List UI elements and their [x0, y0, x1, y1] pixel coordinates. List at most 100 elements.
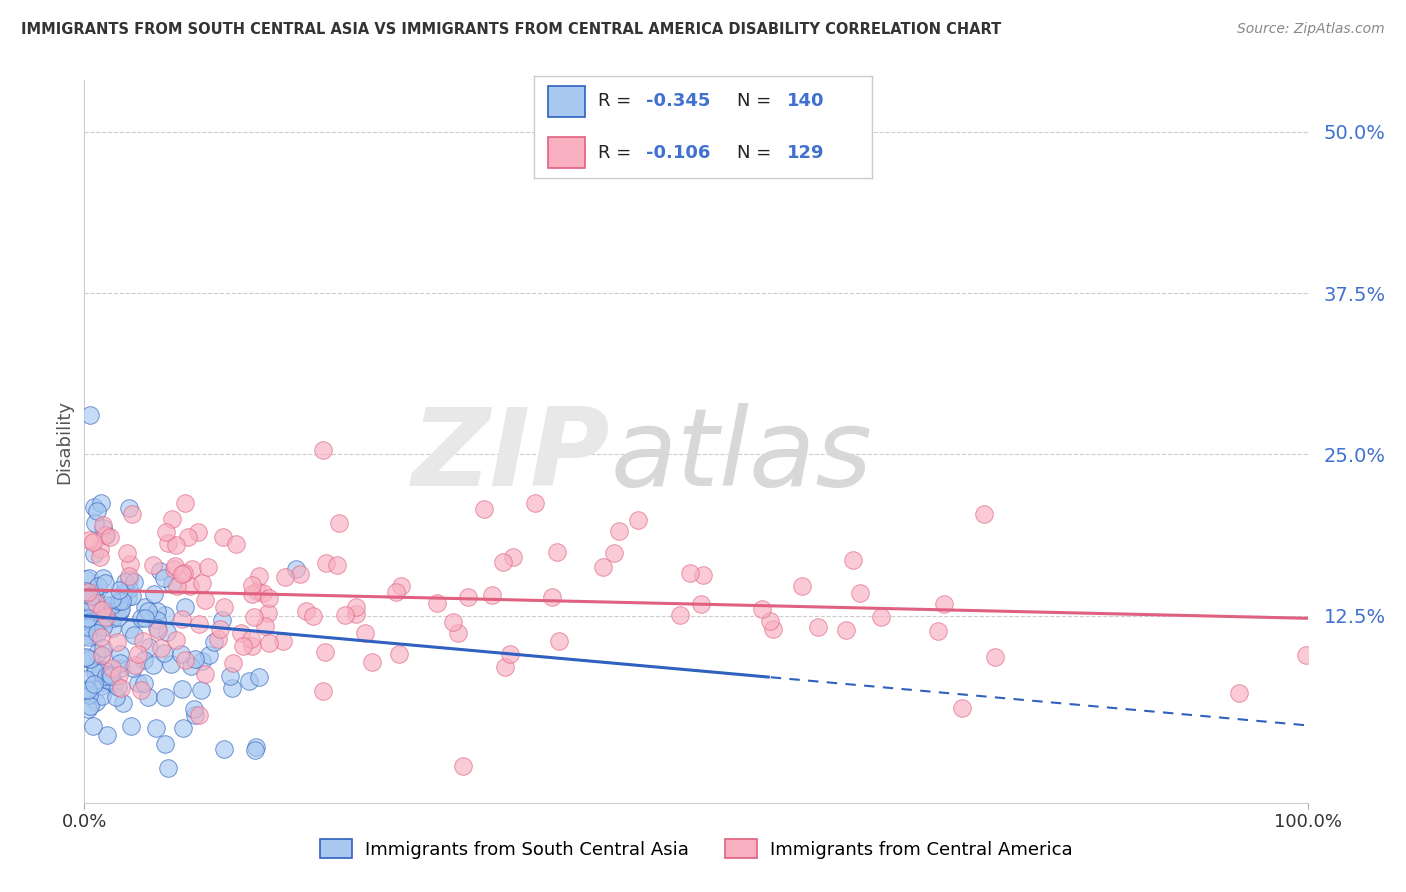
Point — [120, 557, 142, 571]
Point — [257, 606, 280, 620]
Point — [118, 582, 141, 596]
Point — [134, 611, 156, 625]
Point — [79, 408, 101, 422]
Point — [441, 615, 464, 630]
Point — [159, 657, 181, 671]
Point — [160, 577, 183, 591]
Point — [198, 648, 221, 662]
Point — [142, 657, 165, 672]
Point — [983, 650, 1005, 665]
Point — [110, 604, 132, 618]
Point — [170, 612, 193, 626]
Point — [77, 572, 100, 586]
Point — [79, 698, 101, 713]
Point — [83, 582, 105, 597]
Point — [121, 507, 143, 521]
Point — [117, 590, 139, 604]
Point — [142, 558, 165, 573]
Point — [80, 616, 103, 631]
Point — [388, 647, 411, 661]
Point — [89, 542, 111, 557]
Point — [120, 622, 142, 636]
Point — [124, 658, 146, 673]
Point — [312, 443, 335, 458]
Point — [257, 591, 280, 605]
Point — [627, 513, 650, 527]
Point — [80, 603, 103, 617]
Point — [191, 654, 214, 668]
Point — [129, 611, 152, 625]
Point — [155, 607, 177, 622]
Point — [143, 587, 166, 601]
Point — [93, 576, 115, 591]
Point — [221, 681, 243, 696]
Point — [75, 651, 97, 665]
Point — [75, 586, 97, 600]
Point — [91, 675, 114, 690]
Point — [354, 626, 377, 640]
Point — [690, 597, 713, 611]
Point — [692, 568, 714, 582]
Point — [127, 676, 149, 690]
Point — [79, 590, 101, 604]
Point — [163, 562, 186, 576]
Point — [96, 528, 118, 542]
Point — [91, 613, 114, 627]
Point — [107, 680, 129, 694]
Point — [472, 501, 495, 516]
Point — [173, 566, 195, 580]
Point — [602, 546, 624, 560]
Point — [179, 579, 201, 593]
Point — [214, 741, 236, 756]
Point — [101, 621, 124, 635]
Point — [93, 663, 115, 677]
Point — [257, 636, 280, 650]
Point — [669, 608, 692, 623]
Point — [84, 661, 107, 675]
Point — [541, 590, 564, 604]
Point — [84, 596, 107, 610]
Point — [82, 628, 104, 642]
Point — [870, 610, 893, 624]
Point — [166, 579, 188, 593]
Point — [98, 667, 121, 681]
Point — [108, 656, 131, 670]
Point — [83, 547, 105, 561]
Point — [93, 640, 115, 655]
Point — [950, 700, 973, 714]
Point — [229, 626, 252, 640]
Point — [344, 607, 367, 621]
Y-axis label: Disability: Disability — [55, 400, 73, 483]
Point — [344, 599, 367, 614]
Point — [108, 594, 131, 608]
Point — [118, 500, 141, 515]
Point — [165, 559, 187, 574]
Point — [127, 647, 149, 661]
Point — [96, 599, 118, 613]
Point — [494, 660, 516, 674]
Point — [134, 653, 156, 667]
Point — [172, 721, 194, 735]
Point — [96, 728, 118, 742]
Point — [325, 558, 347, 573]
Point — [97, 673, 120, 687]
Point — [174, 653, 197, 667]
Point — [75, 572, 97, 586]
Point — [120, 718, 142, 732]
Point — [87, 579, 110, 593]
Point — [110, 661, 132, 675]
Point — [165, 632, 187, 647]
Point — [157, 536, 180, 550]
Point — [80, 614, 103, 628]
Point — [83, 500, 105, 514]
Point — [108, 668, 131, 682]
Point — [311, 683, 333, 698]
Point — [1295, 648, 1317, 662]
Point — [807, 620, 830, 634]
Point — [101, 610, 124, 624]
Point — [245, 743, 267, 757]
Point — [122, 574, 145, 589]
Point — [751, 602, 773, 616]
Point — [118, 572, 141, 586]
Point — [218, 669, 240, 683]
